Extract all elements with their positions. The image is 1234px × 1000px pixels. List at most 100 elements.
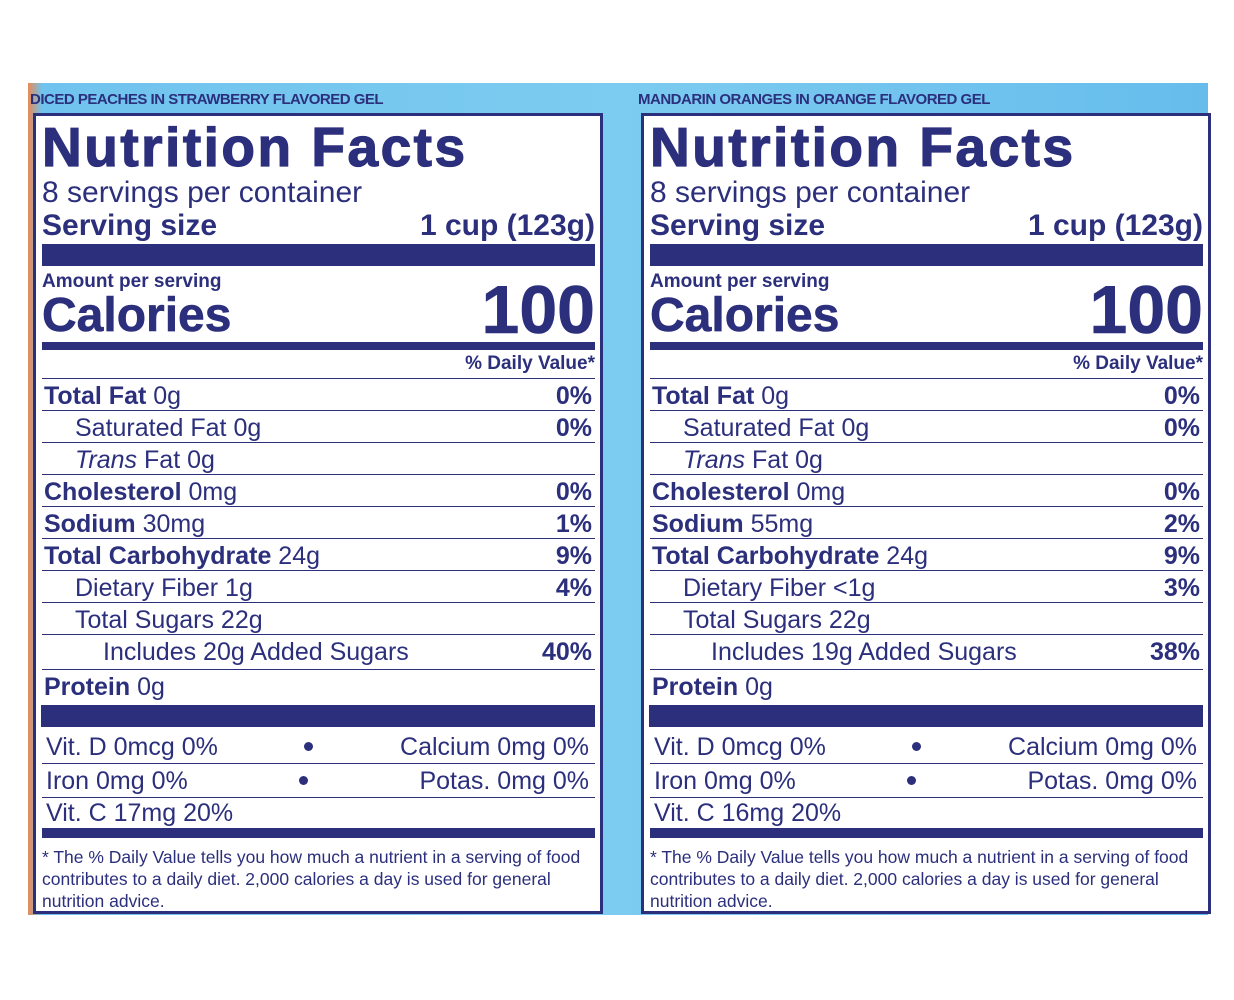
nutrient: Protein 0g — [42, 670, 165, 701]
nutrient-row: Total Fat 0g 0% — [42, 378, 595, 410]
nutrient-amount: 1g — [225, 574, 253, 602]
thick-bar — [42, 244, 595, 266]
vitamin-row: Vit. C 16mg 20% — [650, 798, 1203, 828]
nutrient: Cholesterol 0mg — [650, 475, 845, 506]
nutrient-row: Includes 19g Added Sugars 38% — [650, 634, 1203, 669]
serving-size-row: Serving size 1 cup (123g) — [650, 209, 1203, 245]
nutrient: Cholesterol 0mg — [42, 475, 237, 506]
medium-bar — [42, 342, 595, 350]
nutrient-italic: Trans — [75, 446, 138, 474]
nutrient-amount: 24g — [886, 542, 929, 570]
nutrient-name: Fat — [752, 446, 789, 474]
vitamin: Potas. 0mg 0% — [419, 766, 589, 795]
product-name: MANDARIN ORANGES IN ORANGE FLAVORED GEL — [638, 91, 990, 108]
nutrient-amount: 0g — [841, 414, 870, 442]
nutrient-dv: 9% — [555, 542, 592, 570]
nutrient-name: Protein — [44, 673, 131, 701]
nutrient-amount: <1g — [833, 574, 876, 602]
nutrient-dv: 0% — [1163, 414, 1200, 442]
vitamin: Vit. D 0mcg 0% — [46, 732, 218, 761]
vitamin-row: Iron 0mg 0% Potas. 0mg 0% — [650, 764, 1203, 798]
nutrient-italic: Trans — [683, 446, 746, 474]
product-name: DICED PEACHES IN STRAWBERRY FLAVORED GEL — [30, 91, 384, 108]
nutrient-name: Dietary Fiber — [75, 574, 219, 602]
nutrient: Saturated Fat 0g — [42, 411, 261, 442]
nutrient-name: Protein — [652, 673, 739, 701]
nutrient-amount: 55mg — [750, 510, 814, 538]
nutrient: Dietary Fiber 1g — [42, 571, 253, 602]
nutrient-amount: 0g — [137, 673, 165, 701]
nutrient-amount: 0g — [153, 382, 182, 410]
nutrient-amount: 0g — [761, 382, 790, 410]
nutrient-amount: 30mg — [142, 510, 206, 538]
nutrient-name: Saturated Fat — [683, 414, 835, 442]
nutrient-amount: 0g — [233, 414, 262, 442]
nutrient-amount: 0mg — [188, 478, 238, 506]
nutrient-amount: 0mg — [796, 478, 846, 506]
nutrient: Total Carbohydrate 24g — [42, 539, 320, 570]
medium-bar — [650, 828, 1203, 838]
calories-row: Calories 100 — [650, 276, 1204, 345]
nutrient-row: Protein 0g — [42, 669, 595, 701]
nutrient-row: Total Fat 0g 0% — [650, 378, 1203, 410]
nutrient-row: Sodium 30mg 1% — [42, 506, 595, 538]
nutrient-name: Dietary Fiber — [683, 574, 827, 602]
serving-size-label: Serving size — [650, 209, 826, 242]
servings: 8 servings per container — [650, 176, 971, 209]
nutrient: Total Carbohydrate 24g — [650, 539, 928, 570]
serving-size: 1 cup (123g) — [1027, 209, 1203, 242]
nutrient-name: Total Fat — [44, 382, 147, 410]
nutrient-dv: 38% — [1149, 638, 1200, 666]
nutrient-name: Sodium — [652, 510, 744, 538]
nutrient: Total Sugars 22g — [42, 603, 263, 634]
nutrient-row: Total Sugars 22g — [42, 602, 595, 634]
vitamin: Calcium 0mg 0% — [1008, 732, 1197, 761]
nutrient: Includes 20g Added Sugars — [42, 635, 409, 669]
nutrient: Protein 0g — [650, 670, 773, 701]
calories: 100 — [1089, 272, 1203, 348]
nutrient-row: Saturated Fat 0g 0% — [650, 410, 1203, 442]
thick-bar — [650, 244, 1203, 266]
nutrient: Dietary Fiber <1g — [650, 571, 875, 602]
vitamin-row: Vit. C 17mg 20% — [42, 798, 595, 828]
nutrient-dv: 2% — [1163, 510, 1200, 538]
nutrient-name: Total Fat — [652, 382, 755, 410]
vitamin: Potas. 0mg 0% — [1027, 766, 1197, 795]
nutrient: Total Fat 0g — [650, 379, 789, 410]
bullet — [299, 776, 309, 785]
footnote: * The % Daily Value tells you how much a… — [650, 847, 1189, 911]
nutrient-name: Cholesterol — [44, 478, 182, 506]
vitamin-row: Vit. D 0mcg 0% Calcium 0mg 0% — [650, 730, 1203, 764]
nutrient-row: Sodium 55mg 2% — [650, 506, 1203, 538]
vitamins: Vit. D 0mcg 0% Calcium 0mg 0% Iron 0mg 0% P… — [650, 727, 1203, 828]
bullet — [907, 776, 917, 785]
nutrient-row: Includes 20g Added Sugars 40% — [42, 634, 595, 669]
nutrient-dv: 0% — [1163, 478, 1200, 506]
nutrient-name: Total Sugars — [75, 606, 214, 634]
calories-label: Calories — [42, 289, 232, 342]
medium-bar — [42, 828, 595, 838]
nutrient-row: Protein 0g — [650, 669, 1203, 701]
nutrient-row: Trans Fat 0g — [42, 442, 595, 474]
nutrient-dv: 0% — [555, 382, 592, 410]
nutrition-panel: MANDARIN ORANGES IN ORANGE FLAVORED GEL N… — [636, 83, 1211, 915]
nutrient-amount: 0g — [795, 446, 823, 474]
nutrient: Sodium 30mg — [42, 507, 205, 538]
nutrient-name: Total Sugars — [683, 606, 822, 634]
nutrient-dv: 4% — [555, 574, 592, 602]
label-title: Nutrition Facts — [649, 115, 1076, 178]
thick-bar — [41, 705, 595, 727]
nutrient-dv: 0% — [1163, 382, 1200, 410]
nutrient-name: Total Carbohydrate — [44, 542, 272, 570]
nutrient-name: Saturated Fat — [75, 414, 227, 442]
footnote: * The % Daily Value tells you how much a… — [42, 847, 581, 911]
bullet — [304, 742, 314, 751]
vitamin: Iron 0mg 0% — [654, 766, 796, 795]
label-title: Nutrition Facts — [41, 115, 468, 178]
nutrient-name: Includes 20g Added Sugars — [103, 638, 409, 666]
nutrient: Total Sugars 22g — [650, 603, 871, 634]
nutrient-row: Saturated Fat 0g 0% — [42, 410, 595, 442]
nutrient-row: Cholesterol 0mg 0% — [42, 474, 595, 506]
vitamin: Iron 0mg 0% — [46, 766, 188, 795]
nutrient-dv: 3% — [1163, 574, 1200, 602]
